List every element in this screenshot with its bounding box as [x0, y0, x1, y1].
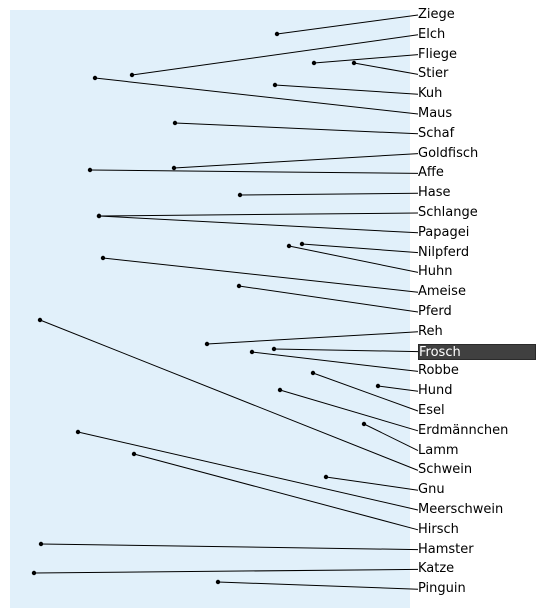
connector-line-schwein: [39, 319, 419, 471]
connector-line-ziege: [276, 14, 419, 35]
label-ziege[interactable]: Ziege: [418, 7, 455, 22]
connector-line-katze: [33, 568, 419, 574]
anchor-dot-maus[interactable]: [92, 75, 98, 81]
anchor-dot-ameise[interactable]: [100, 255, 106, 261]
anchor-dot-frosch[interactable]: [271, 346, 277, 352]
anchor-dot-stier[interactable]: [351, 60, 357, 66]
dot-panel[interactable]: [10, 10, 410, 608]
label-frosch[interactable]: Frosch: [418, 343, 536, 360]
connector-line-schaf: [174, 122, 419, 135]
label-schwein[interactable]: Schwein: [418, 462, 473, 478]
label-maus[interactable]: Maus: [418, 106, 453, 121]
connector-line-meerschwein: [77, 431, 419, 511]
label-hamster[interactable]: Hamster: [418, 541, 474, 557]
label-kuh[interactable]: Kuh: [418, 86, 443, 102]
anchor-dot-hund[interactable]: [375, 383, 381, 389]
connector-line-reh: [206, 331, 419, 345]
anchor-dot-reh[interactable]: [204, 341, 210, 347]
anchor-dot-hamster[interactable]: [38, 541, 44, 547]
anchor-dot-lamm[interactable]: [361, 421, 367, 427]
connector-line-kuh: [274, 84, 419, 95]
label-meerschwein[interactable]: Meerschwein: [418, 502, 504, 517]
anchor-dot-kuh[interactable]: [272, 82, 278, 88]
connector-line-hamster: [40, 543, 419, 551]
label-pinguin[interactable]: Pinguin: [418, 581, 466, 597]
label-pferd[interactable]: Pferd: [418, 304, 452, 319]
label-affe[interactable]: Affe: [418, 165, 444, 181]
label-nilpferd[interactable]: Nilpferd: [418, 244, 470, 260]
label-hirsch[interactable]: Hirsch: [418, 521, 459, 537]
connector-line-nilpferd: [301, 243, 419, 254]
label-goldfisch[interactable]: Goldfisch: [418, 145, 479, 161]
anchor-dot-fliege[interactable]: [311, 60, 317, 66]
connector-line-huhn: [288, 245, 419, 273]
connector-line-goldfisch: [173, 153, 419, 169]
connector-line-papagei: [98, 215, 419, 234]
connector-line-fliege: [313, 54, 419, 64]
label-esel[interactable]: Esel: [418, 403, 445, 418]
connector-line-stier: [353, 62, 419, 75]
label-huhn[interactable]: Huhn: [418, 264, 453, 280]
label-schlange[interactable]: Schlange: [418, 205, 478, 220]
anchor-dot-schaf[interactable]: [172, 120, 178, 126]
connector-line-robbe: [251, 351, 419, 372]
connector-line-hund: [377, 385, 419, 392]
label-robbe[interactable]: Robbe: [418, 363, 459, 379]
connector-line-esel: [312, 372, 419, 412]
label-katze[interactable]: Katze: [418, 561, 455, 577]
anchor-dot-elch[interactable]: [129, 72, 135, 78]
anchor-dot-esel[interactable]: [310, 370, 316, 376]
connector-line-lamm: [363, 423, 419, 452]
anchor-dot-papagei[interactable]: [96, 213, 102, 219]
label-reh[interactable]: Reh: [418, 323, 443, 339]
connector-line-ameise: [102, 257, 419, 293]
connector-line-hase: [239, 192, 419, 196]
connector-line-erdmaennchen: [279, 389, 419, 432]
anchor-dot-katze[interactable]: [31, 570, 37, 576]
anchor-dot-affe[interactable]: [87, 167, 93, 173]
anchor-dot-hirsch[interactable]: [131, 451, 137, 457]
anchor-dot-ziege[interactable]: [274, 31, 280, 37]
connector-line-schlange: [98, 212, 419, 217]
label-elch[interactable]: Elch: [418, 26, 446, 42]
connector-line-maus: [94, 77, 419, 115]
label-gnu[interactable]: Gnu: [418, 482, 445, 498]
label-schaf[interactable]: Schaf: [418, 125, 455, 141]
anchor-dot-pinguin[interactable]: [215, 579, 221, 585]
connector-line-pinguin: [217, 581, 419, 590]
anchor-dot-gnu[interactable]: [323, 474, 329, 480]
anchor-dot-nilpferd[interactable]: [299, 241, 305, 247]
label-fliege[interactable]: Fliege: [418, 46, 457, 62]
label-erdmaennchen[interactable]: Erdmännchen: [418, 422, 509, 438]
anchor-dot-hase[interactable]: [237, 192, 243, 198]
anchor-dot-pferd[interactable]: [236, 283, 242, 289]
connector-line-elch: [131, 34, 419, 76]
connector-line-hirsch: [133, 453, 419, 531]
anchor-dot-huhn[interactable]: [286, 243, 292, 249]
connector-line-pferd: [238, 285, 419, 313]
label-hase[interactable]: Hase: [418, 185, 451, 201]
label-hund[interactable]: Hund: [418, 383, 453, 399]
connector-line-frosch: [273, 348, 419, 353]
anchor-dot-robbe[interactable]: [249, 349, 255, 355]
anchor-dot-goldfisch[interactable]: [171, 165, 177, 171]
anchor-dot-schwein[interactable]: [37, 317, 43, 323]
connector-line-affe: [89, 169, 419, 174]
label-ameise[interactable]: Ameise: [418, 284, 466, 300]
anchor-dot-erdmaennchen[interactable]: [277, 387, 283, 393]
label-lamm[interactable]: Lamm: [418, 442, 459, 458]
connector-line-gnu: [325, 476, 419, 491]
label-papagei[interactable]: Papagei: [418, 224, 470, 240]
anchor-dot-meerschwein[interactable]: [75, 429, 81, 435]
label-stier[interactable]: Stier: [418, 66, 449, 82]
